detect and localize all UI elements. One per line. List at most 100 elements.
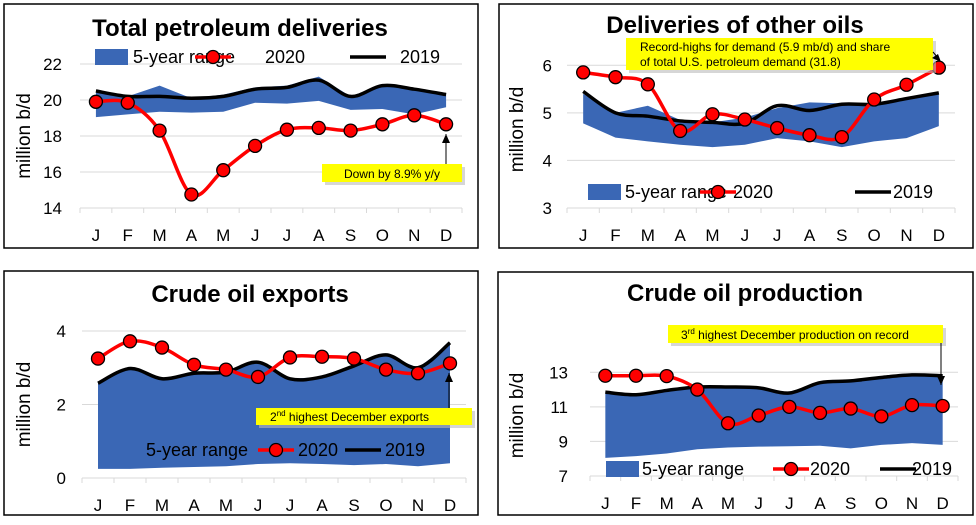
series-2020-point xyxy=(247,138,263,154)
legend: 5-year range 2020 2019 xyxy=(146,440,425,460)
callout-text-part: 3 xyxy=(681,328,688,342)
series-2020-point xyxy=(802,128,817,143)
y-tick-label: 7 xyxy=(559,467,568,486)
legend-label-2019: 2019 xyxy=(912,459,952,479)
series-2020-point xyxy=(720,416,736,431)
series-2020-point xyxy=(154,340,170,355)
x-tick-label: D xyxy=(937,494,949,513)
x-tick-label: J xyxy=(601,494,610,513)
x-tick-label: A xyxy=(814,494,826,513)
x-tick-label: S xyxy=(348,496,359,515)
y-tick-label: 5 xyxy=(543,104,552,123)
callout-arrow-head xyxy=(442,134,450,143)
y-tick-label: 14 xyxy=(43,199,62,218)
legend-marker-2020 xyxy=(268,442,284,458)
series-2020-point xyxy=(874,409,889,424)
series-2020-point xyxy=(705,107,720,122)
series-2020-point xyxy=(834,129,849,145)
y-axis-label: million b/d xyxy=(14,362,35,448)
callout-record-highs xyxy=(626,38,933,70)
callout-text-part: highest December exports xyxy=(286,410,429,424)
series-2020-point xyxy=(90,351,106,366)
x-tick-label: N xyxy=(408,226,420,245)
legend-label-2019: 2019 xyxy=(893,182,933,202)
chart-title: Crude oil exports xyxy=(151,281,348,308)
series-2020-point xyxy=(782,399,797,415)
y-tick-label: 2 xyxy=(57,396,66,415)
x-tick-label: S xyxy=(345,226,356,245)
series-2020-point xyxy=(186,357,202,372)
series-2020-point xyxy=(314,349,330,364)
x-tick-label: A xyxy=(316,496,328,515)
x-tick-label: O xyxy=(875,494,888,513)
x-tick-label: M xyxy=(660,494,674,513)
series-2020-point xyxy=(218,362,234,377)
legend-label-range: 5-year range xyxy=(625,182,727,202)
callout-down-yy xyxy=(322,164,462,182)
x-tick-label: F xyxy=(125,496,135,515)
series-2020-point xyxy=(770,120,785,136)
x-tick-label: J xyxy=(94,496,103,515)
y-tick-label: 4 xyxy=(57,322,66,341)
x-tick-label: A xyxy=(674,226,686,245)
series-2019-line xyxy=(97,341,452,385)
x-tick-label: S xyxy=(836,226,847,245)
legend-label-2020: 2020 xyxy=(265,47,305,67)
x-tick-label: J xyxy=(773,226,782,245)
series-2020-point xyxy=(282,350,298,365)
series-2020-point xyxy=(279,122,295,137)
callout-exports xyxy=(256,408,472,425)
x-tick-label: O xyxy=(379,496,392,515)
series-2020-point xyxy=(184,187,199,202)
callout-text-part: highest December production on record xyxy=(695,328,909,342)
callout-text-part: rd xyxy=(688,327,695,336)
y-tick-label: 3 xyxy=(543,199,552,218)
callout-text-part: 2 xyxy=(270,410,277,424)
callout-text: 2nd highest December exports xyxy=(270,409,429,424)
series-2020-point xyxy=(438,117,454,132)
series-2020-point xyxy=(737,112,752,127)
x-tick-label: N xyxy=(412,496,424,515)
callout-arrow-head xyxy=(937,376,945,385)
series-2020-point xyxy=(673,123,688,139)
x-tick-label: J xyxy=(785,494,794,513)
y-axis-label: million b/d xyxy=(507,373,528,459)
series-2020-point xyxy=(343,123,358,138)
y-axis-label: million b/d xyxy=(14,93,35,179)
x-tick-label: A xyxy=(804,226,816,245)
series-2019-line xyxy=(605,373,943,397)
y-tick-label: 0 xyxy=(57,469,66,488)
x-tick-label: S xyxy=(845,494,856,513)
x-tick-label: O xyxy=(376,226,389,245)
x-tick-label: J xyxy=(286,496,295,515)
series-2020-point xyxy=(311,120,326,136)
callout-arrow-head xyxy=(932,54,941,62)
series-2020-point xyxy=(88,94,104,109)
legend-marker-2020 xyxy=(205,49,221,65)
series-2020-point xyxy=(375,117,390,132)
callout-arrow-head xyxy=(445,373,453,382)
callout-text: Record-highs for demand (5.9 mb/d) and s… xyxy=(640,40,890,54)
x-tick-label: D xyxy=(933,226,945,245)
chart-title: Deliveries of other oils xyxy=(606,12,863,39)
x-tick-label: A xyxy=(186,226,198,245)
x-tick-label: J xyxy=(754,494,763,513)
series-2020-point xyxy=(152,123,167,138)
x-tick-label: M xyxy=(152,226,166,245)
y-tick-label: 6 xyxy=(543,56,552,75)
series-2020-point xyxy=(122,334,138,349)
x-tick-label: M xyxy=(641,226,655,245)
legend: 5-year range 2020 2019 xyxy=(95,47,440,67)
legend-label-2019: 2019 xyxy=(400,47,440,67)
chart-title: Crude oil production xyxy=(627,280,863,307)
series-2020-point xyxy=(378,362,394,377)
x-tick-label: N xyxy=(906,494,918,513)
x-tick-label: A xyxy=(188,496,200,515)
chart-border xyxy=(3,3,479,249)
x-tick-label: M xyxy=(705,226,719,245)
x-tick-label: F xyxy=(610,226,620,245)
y-tick-label: 20 xyxy=(43,91,62,110)
